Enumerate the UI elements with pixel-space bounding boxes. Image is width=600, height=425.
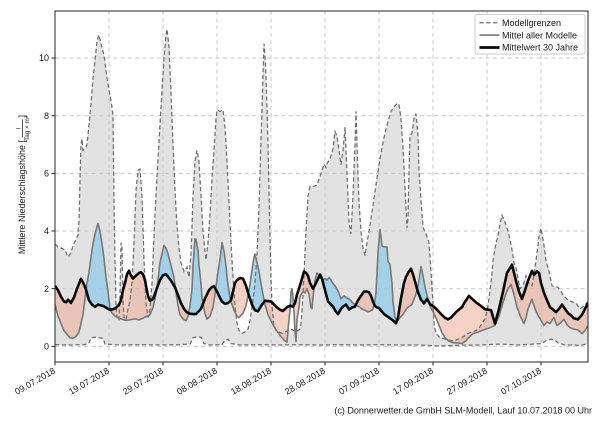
svg-text:]: ] (17, 115, 27, 118)
svg-text:6: 6 (44, 169, 49, 179)
svg-text:l: l (16, 128, 23, 129)
svg-text:0: 0 (44, 342, 49, 352)
svg-text:8: 8 (44, 111, 49, 121)
svg-text:4: 4 (44, 226, 49, 236)
svg-text:10: 10 (39, 53, 49, 63)
svg-text:Mittlere Niederschlagshöhe [: Mittlere Niederschlagshöhe [ (17, 140, 27, 255)
svg-text:Mittelwert 30 Jahre: Mittelwert 30 Jahre (502, 43, 578, 53)
svg-text:Tag × m²: Tag × m² (24, 116, 31, 141)
svg-text:Mittel aller Modelle: Mittel aller Modelle (502, 30, 577, 40)
svg-text:Modellgrenzen: Modellgrenzen (502, 18, 561, 28)
svg-text:2: 2 (44, 284, 49, 294)
svg-text:(c) Donnerwetter.de GmbH SLM-M: (c) Donnerwetter.de GmbH SLM-Modell, Lau… (334, 406, 592, 416)
